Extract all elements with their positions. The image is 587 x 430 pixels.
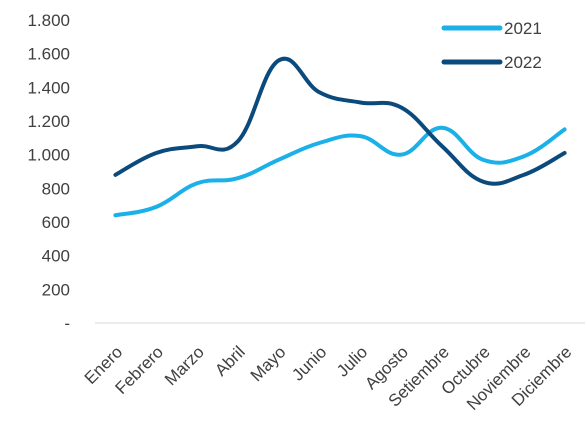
y-tick-label: 800 xyxy=(42,179,70,198)
y-axis: - 200 400 600 800 1.000 1.200 1.400 1.600 1.800 xyxy=(27,11,70,333)
x-tick-label: Mayo xyxy=(247,342,290,385)
y-tick-label: 1.400 xyxy=(27,78,70,97)
y-tick-label: 1.200 xyxy=(27,112,70,131)
y-tick-label: 1.600 xyxy=(27,45,70,64)
legend-label-2022: 2022 xyxy=(504,53,542,72)
x-tick-label: Abril xyxy=(211,342,248,379)
y-tick-label: 1.000 xyxy=(27,146,70,165)
legend-label-2021: 2021 xyxy=(504,19,542,38)
y-tick-label: 1.800 xyxy=(27,11,70,30)
x-tick-label: Marzo xyxy=(161,342,208,389)
y-tick-label: 600 xyxy=(42,213,70,232)
y-tick-label: 400 xyxy=(42,247,70,266)
series-line-2021 xyxy=(113,125,567,218)
legend: 2021 2022 xyxy=(441,19,542,72)
series-line-2022 xyxy=(113,56,567,186)
y-tick-label: - xyxy=(64,314,70,333)
x-tick-label: Junio xyxy=(288,342,330,384)
series-layer xyxy=(113,56,567,218)
y-tick-label: 200 xyxy=(42,280,70,299)
